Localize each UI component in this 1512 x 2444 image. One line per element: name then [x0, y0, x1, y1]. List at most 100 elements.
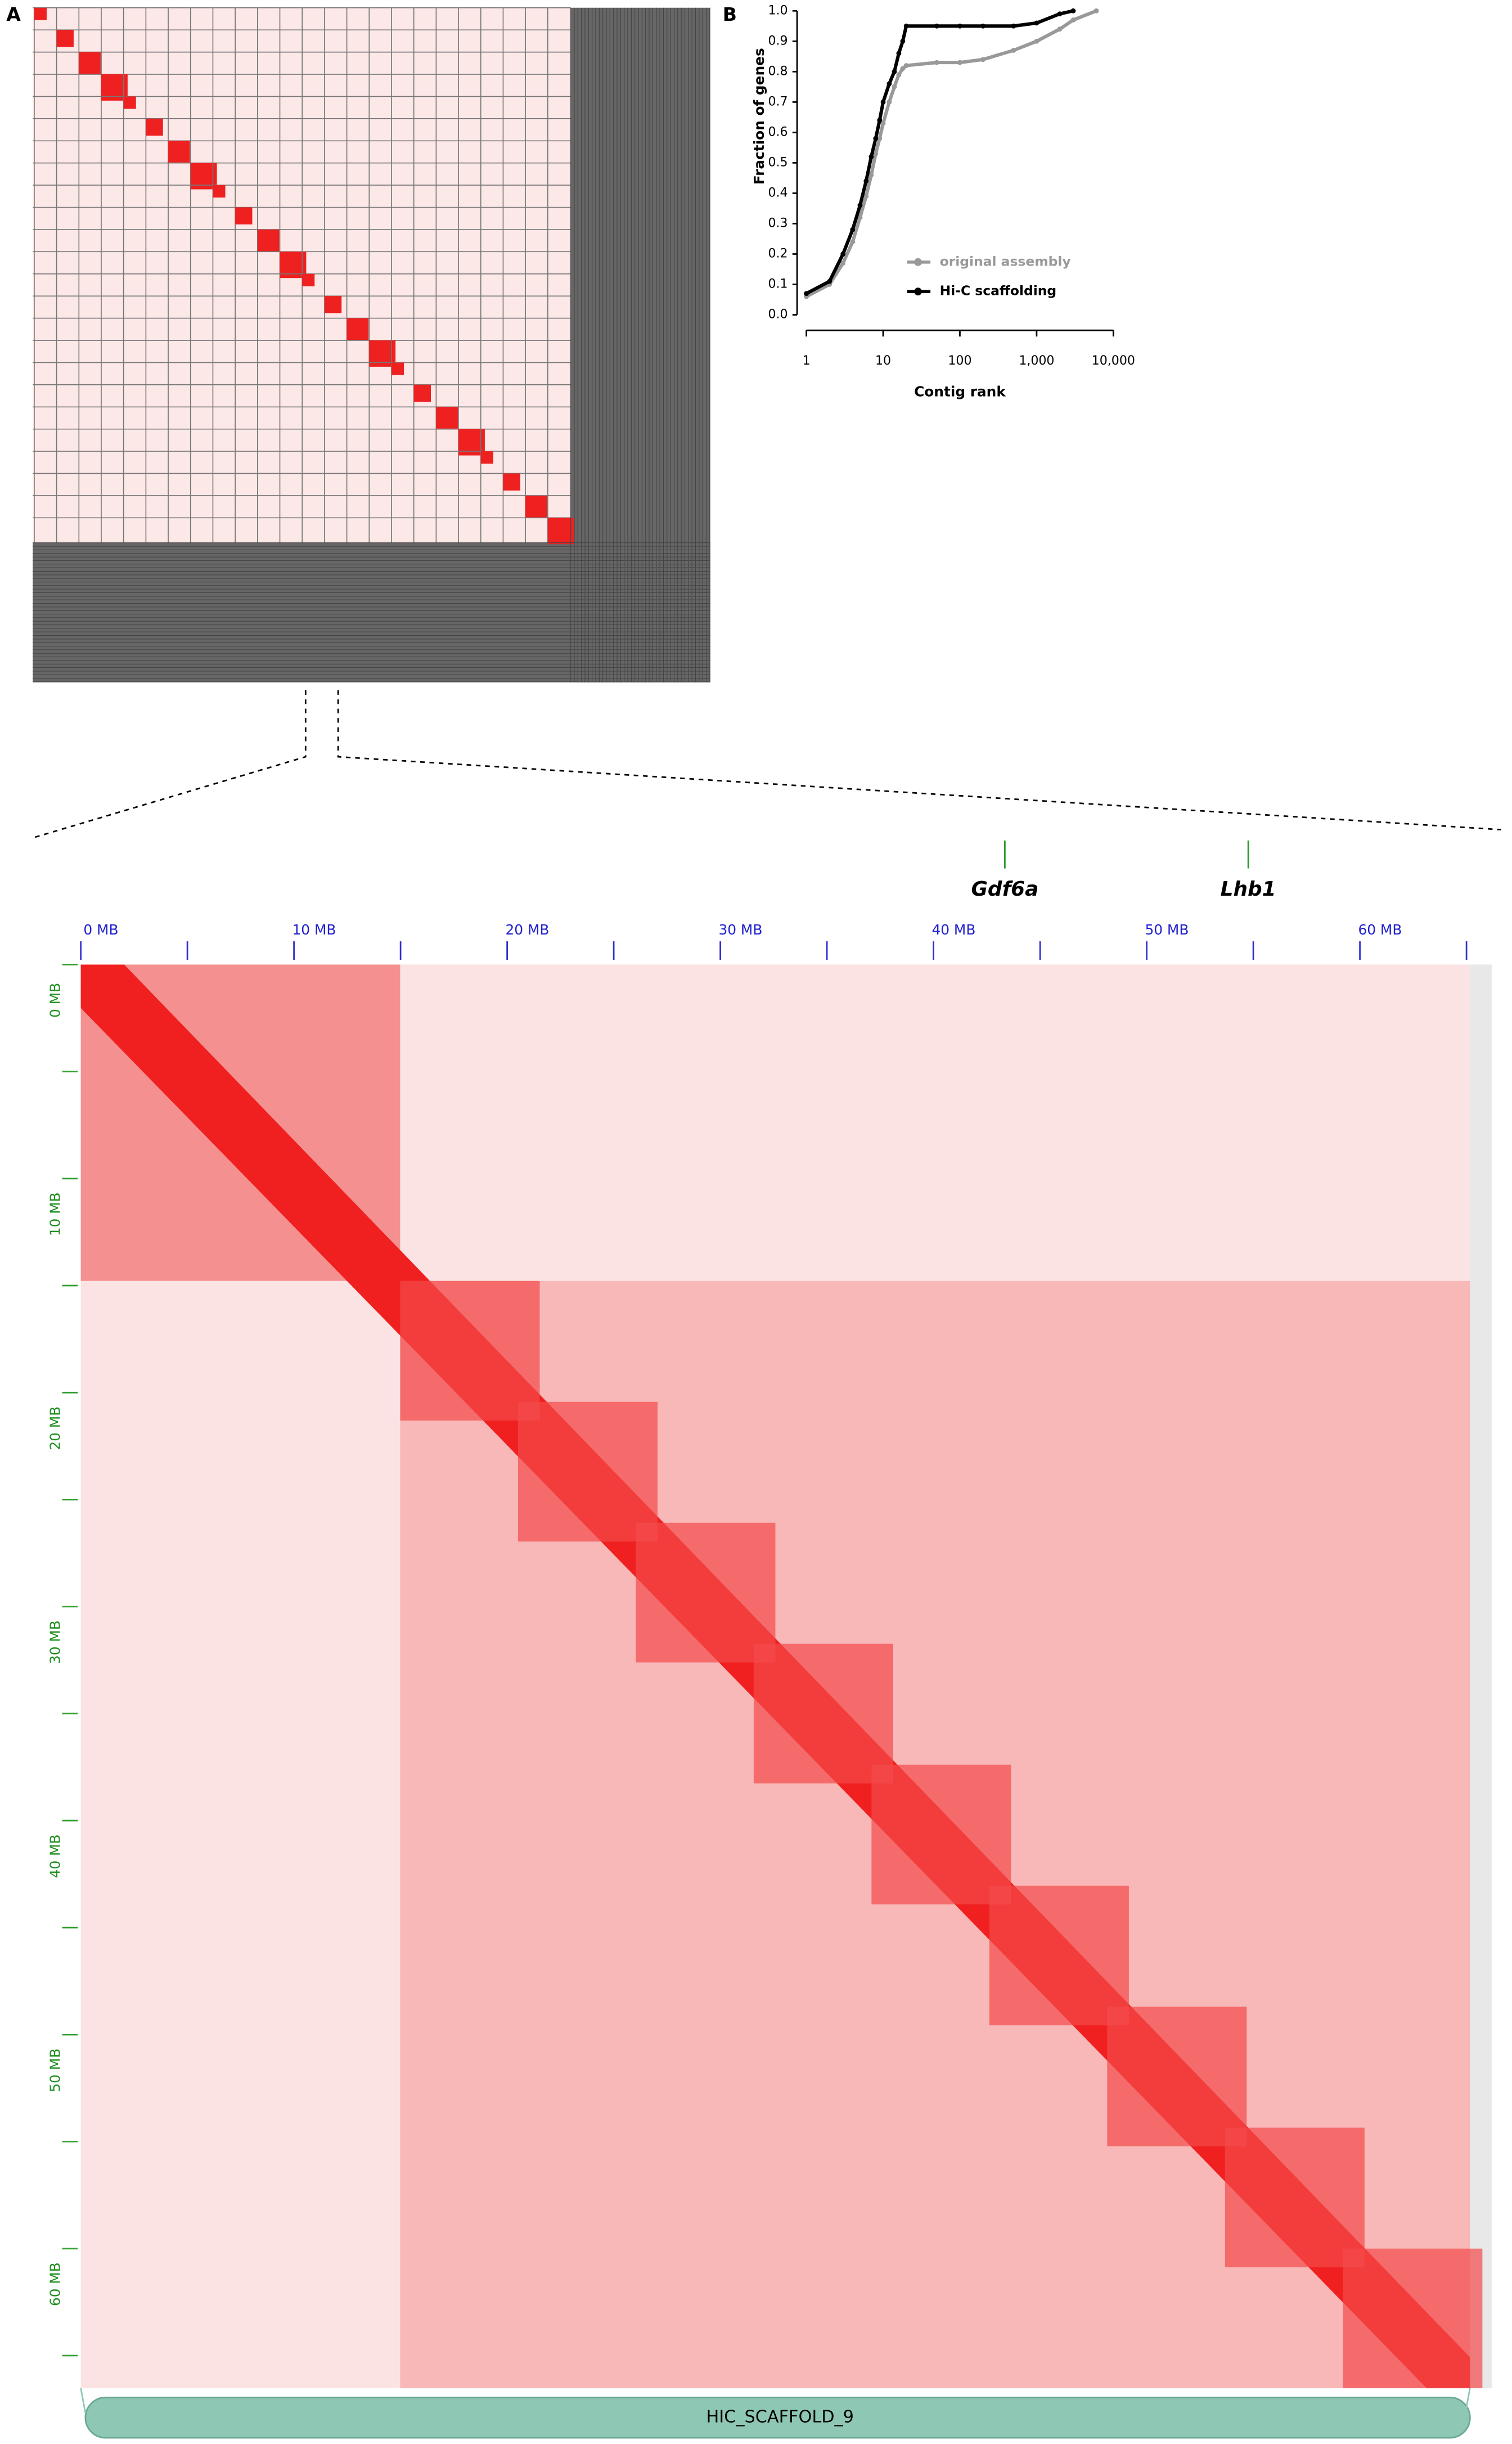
diagonal-block	[547, 518, 574, 545]
diagonal-block	[503, 473, 520, 491]
point	[863, 178, 869, 184]
point	[892, 84, 897, 89]
diag-block	[636, 1522, 776, 1663]
point	[857, 215, 863, 221]
bracket	[1464, 2388, 1471, 2414]
legend-marker	[914, 287, 922, 296]
x-tick-label: 1	[803, 354, 811, 368]
x-tick-label: 30 MB	[719, 922, 763, 938]
contact-map-zoom	[80, 964, 1492, 2388]
y-tick-label: 0.7	[768, 95, 788, 109]
y-tick-label: 60 MB	[47, 2262, 64, 2306]
point	[896, 51, 902, 56]
point	[1094, 8, 1099, 14]
x-tick-label: 10,000	[1092, 354, 1135, 368]
diagonal-block	[257, 229, 280, 251]
bracket	[80, 2388, 87, 2414]
y-tick-label: 0.6	[768, 125, 788, 139]
y-tick-label: 0.0	[768, 308, 788, 322]
y-tick-label: 0.5	[768, 155, 788, 169]
y-tick-label: 30 MB	[47, 1620, 64, 1664]
x-tick-label: 1,000	[1019, 354, 1054, 368]
diagonal-block	[123, 96, 136, 109]
unplaced-region	[33, 542, 710, 682]
point	[804, 291, 809, 296]
series-line	[806, 9, 1074, 295]
point	[873, 136, 879, 141]
point	[892, 69, 897, 74]
y-tick-label: 10 MB	[47, 1192, 64, 1236]
legend-label: original assembly	[940, 253, 1071, 269]
point	[957, 60, 962, 65]
point	[880, 120, 886, 126]
diagonal-block	[391, 362, 404, 375]
point	[868, 154, 874, 160]
dashed-line	[337, 690, 1501, 831]
diagonal-block	[213, 185, 226, 198]
point	[880, 99, 886, 105]
point	[1034, 38, 1040, 44]
point	[934, 23, 939, 29]
contact-map-overview	[33, 7, 710, 682]
point	[980, 23, 986, 29]
diagonal-block	[525, 495, 547, 518]
point	[900, 38, 906, 44]
point	[868, 172, 874, 178]
point	[903, 63, 909, 68]
point	[863, 194, 869, 199]
point	[1034, 20, 1040, 26]
diag-block	[989, 1885, 1129, 2025]
y-tick-label: 0.8	[768, 64, 788, 78]
x-tick-label: 10 MB	[292, 922, 336, 938]
diagonal-block	[56, 30, 74, 47]
y-axis-title: Fraction of genes	[751, 48, 767, 185]
scaffold-bar	[84, 2396, 1471, 2439]
x-axis-title: Contig rank	[914, 383, 1006, 399]
y-tick-label: 0.9	[768, 34, 788, 48]
diagonal-block	[413, 384, 431, 402]
gene-label: Gdf6a	[971, 878, 1039, 901]
point	[900, 66, 906, 71]
gene-label: Lhb1	[1221, 878, 1276, 901]
x-tick-label: 60 MB	[1358, 922, 1402, 938]
diagonal-block	[324, 296, 342, 313]
x-tick-label: 100	[948, 354, 971, 368]
point	[1057, 26, 1063, 32]
diagonal-block	[480, 451, 493, 464]
legend-label: Hi-C scaffolding	[940, 283, 1057, 299]
diag-block	[753, 1643, 893, 1783]
diagonal-block	[346, 318, 369, 340]
panel-label: A	[6, 3, 21, 25]
legend-marker	[914, 258, 922, 266]
point	[1057, 11, 1063, 17]
diagonal-block	[34, 7, 47, 20]
point	[896, 72, 902, 78]
y-tick-label: 0.2	[768, 246, 788, 260]
y-tick-label: 50 MB	[47, 2048, 64, 2092]
x-tick-label: 0 MB	[83, 922, 118, 938]
diag-block	[400, 1281, 540, 1421]
point	[886, 99, 892, 105]
diag-block	[1225, 2127, 1365, 2267]
x-tick-label: 20 MB	[506, 922, 550, 938]
diagonal-block	[436, 407, 458, 429]
diag-block	[518, 1401, 658, 1542]
dashed-line	[34, 690, 307, 838]
point	[857, 203, 863, 208]
diagonal-block	[235, 207, 253, 224]
y-tick-label: 0.4	[768, 186, 788, 200]
x-tick-label: 50 MB	[1145, 922, 1189, 938]
y-tick-label: 0.3	[768, 216, 788, 230]
point	[877, 118, 883, 123]
point	[1070, 17, 1076, 23]
diagonal-block	[79, 52, 101, 74]
point	[934, 60, 939, 65]
point	[873, 151, 879, 156]
point	[903, 23, 909, 29]
diag-block	[871, 1764, 1011, 1904]
point	[1070, 8, 1076, 14]
point	[886, 81, 892, 87]
diag-block	[1343, 2248, 1483, 2388]
diagonal-block	[168, 141, 190, 163]
